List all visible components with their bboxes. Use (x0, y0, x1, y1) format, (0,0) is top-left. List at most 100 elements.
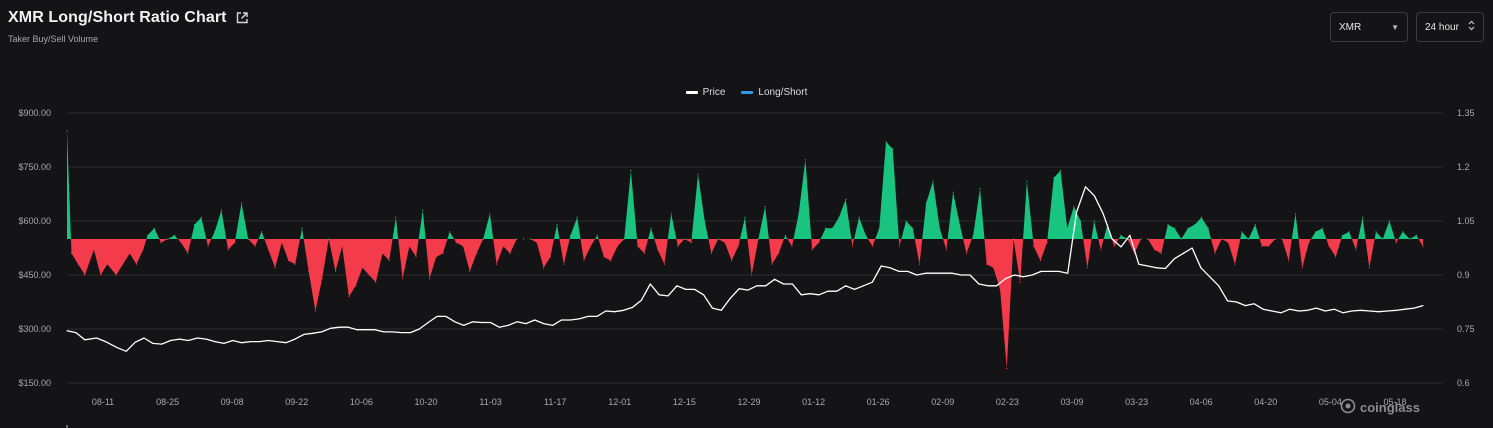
price-point (1289, 308, 1291, 310)
long-short-point (972, 234, 974, 236)
long-short-point (543, 267, 545, 269)
coin-select-value: XMR (1339, 21, 1362, 33)
long-short-point (368, 274, 370, 276)
long-short-point (684, 238, 686, 240)
price-point (569, 319, 571, 321)
long-short-point (167, 238, 169, 240)
price-point (960, 274, 962, 276)
left-tick-label: $150.00 (18, 378, 51, 388)
price-point (916, 274, 918, 276)
long-short-point (616, 245, 619, 247)
long-short-point (905, 220, 907, 222)
long-short-point (999, 288, 1001, 290)
long-short-point (804, 159, 807, 161)
price-point (214, 341, 216, 343)
right-tick-label: 1.05 (1457, 216, 1475, 226)
long-short-point (925, 202, 927, 204)
long-short-point (267, 249, 269, 251)
left-axis: $150.00 $300.00 $450.00 $600.00 $750.00 $900.… (18, 108, 51, 388)
long-short-point (1301, 267, 1303, 269)
long-short-point (381, 252, 384, 254)
price-point (1076, 211, 1078, 213)
long-short-point (825, 227, 827, 229)
left-tick-label: $900.00 (18, 108, 51, 118)
price-point (1360, 309, 1362, 311)
price-point (258, 341, 260, 343)
price-point (587, 315, 589, 317)
price-point (996, 285, 998, 287)
long-short-point (1093, 220, 1095, 222)
right-tick-label: 0.9 (1457, 270, 1470, 280)
price-point (871, 281, 873, 283)
long-short-point (690, 242, 692, 244)
price-point (694, 288, 696, 290)
long-short-point (529, 238, 531, 240)
chart-grid (67, 112, 1443, 384)
long-short-point (122, 263, 124, 265)
long-short-point (536, 242, 538, 244)
price-point (658, 294, 660, 296)
left-tick-label: $750.00 (18, 162, 51, 172)
long-short-point (435, 256, 437, 258)
long-short-point (234, 242, 236, 244)
interval-select[interactable]: 24 hour (1416, 12, 1484, 42)
long-short-point (1382, 238, 1384, 240)
price-point (454, 321, 456, 323)
long-short-point (1006, 368, 1008, 370)
right-tick-label: 0.6 (1457, 378, 1470, 388)
price-point (845, 285, 847, 287)
price-point (783, 283, 784, 285)
long-short-point (556, 224, 558, 226)
legend-item-long-short[interactable]: Long/Short (741, 87, 807, 98)
price-point (1164, 268, 1166, 269)
price-point (401, 332, 403, 334)
price-point (1253, 303, 1255, 305)
x-tick-label: 09-08 (221, 397, 244, 407)
long-short-point (1234, 263, 1236, 265)
price-point (1422, 305, 1424, 307)
price-point (241, 342, 243, 344)
price-point (791, 283, 793, 285)
long-short-point (986, 263, 988, 265)
price-point (1173, 258, 1175, 260)
price-point (685, 288, 687, 290)
long-short-point (489, 213, 491, 215)
long-short-point (885, 141, 887, 143)
price-point (409, 332, 411, 334)
long-short-point (1113, 245, 1115, 247)
long-short-series (66, 130, 1424, 370)
long-short-point (77, 263, 79, 265)
price-point (1200, 267, 1202, 269)
external-link-icon[interactable] (235, 11, 249, 25)
x-tick-label: 08-11 (92, 397, 114, 407)
legend-item-price[interactable]: Price (685, 87, 725, 98)
price-point (809, 293, 811, 295)
price-point (765, 285, 767, 287)
right-tick-label: 1.35 (1457, 108, 1475, 118)
price-point (987, 285, 989, 287)
long-short-point (254, 245, 256, 247)
title-row: XMR Long/Short Ratio Chart (8, 9, 249, 27)
long-short-point (287, 260, 290, 262)
long-short-point (1160, 252, 1162, 254)
long-short-point (778, 252, 780, 254)
price-point (161, 343, 163, 345)
price-point (330, 327, 331, 329)
long-short-point (811, 249, 813, 251)
price-point (1395, 309, 1397, 311)
long-short-point (496, 263, 498, 265)
long-short-point (1321, 227, 1323, 229)
coin-select[interactable]: XMR ▼ (1330, 12, 1408, 42)
long-short-point (341, 245, 343, 247)
price-point (889, 267, 891, 269)
long-short-point (912, 227, 914, 229)
long-short-point (704, 220, 706, 222)
price-point (552, 324, 554, 326)
long-short-point (965, 252, 968, 254)
long-short-point (348, 296, 350, 298)
price-point (951, 272, 953, 274)
x-tick-label: 04-20 (1254, 397, 1277, 407)
price-point (436, 315, 438, 317)
long-short-point (1294, 213, 1297, 215)
price-point (321, 331, 323, 333)
